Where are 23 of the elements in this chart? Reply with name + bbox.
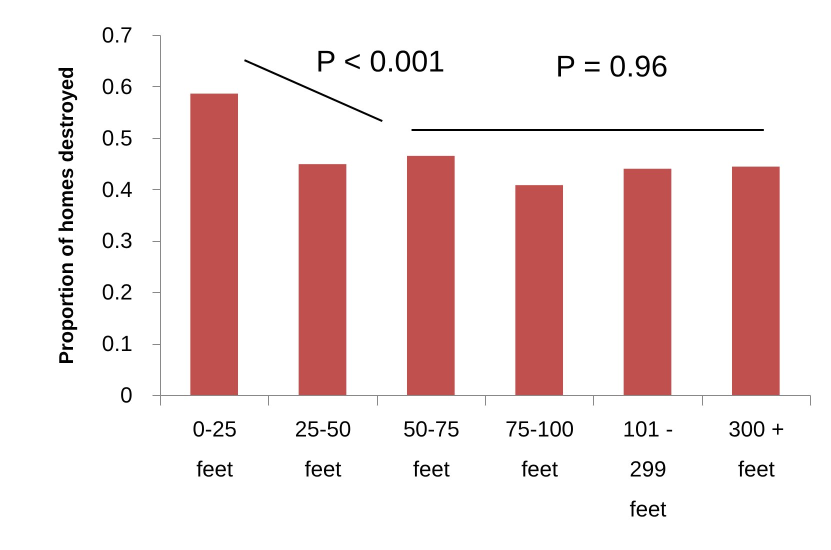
bar bbox=[732, 166, 780, 395]
x-tick-label: 0-25 feet bbox=[192, 416, 237, 482]
x-tick-label: 50-75 feet bbox=[403, 416, 460, 482]
annotation: P = 0.96 bbox=[556, 50, 668, 84]
y-tick-label: 0.5 bbox=[102, 125, 132, 150]
bar bbox=[624, 168, 672, 395]
x-tick-label: 25-50 feet bbox=[294, 416, 352, 482]
y-tick-label: 0.3 bbox=[102, 228, 132, 254]
bar bbox=[515, 185, 563, 395]
y-tick-label: 0 bbox=[120, 382, 132, 408]
annotation: P < 0.001 bbox=[316, 45, 445, 78]
y-tick-label: 0.1 bbox=[102, 331, 132, 356]
y-tick-label: 0.2 bbox=[102, 280, 132, 305]
x-tick-label: 300 + feet bbox=[728, 416, 784, 482]
y-tick-label: 0.4 bbox=[102, 176, 132, 202]
bar bbox=[298, 164, 346, 395]
x-tick-label: 75-100 feet bbox=[505, 416, 574, 482]
y-tick-label: 0.7 bbox=[102, 22, 132, 48]
bar bbox=[407, 156, 455, 395]
bar bbox=[190, 94, 238, 395]
x-tick-label: 101 - 299 feet bbox=[622, 416, 674, 522]
y-axis-title: Proportion of homes destroyed bbox=[56, 66, 78, 364]
y-tick-label: 0.6 bbox=[102, 74, 132, 99]
